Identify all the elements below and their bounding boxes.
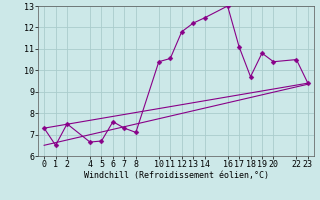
X-axis label: Windchill (Refroidissement éolien,°C): Windchill (Refroidissement éolien,°C): [84, 171, 268, 180]
